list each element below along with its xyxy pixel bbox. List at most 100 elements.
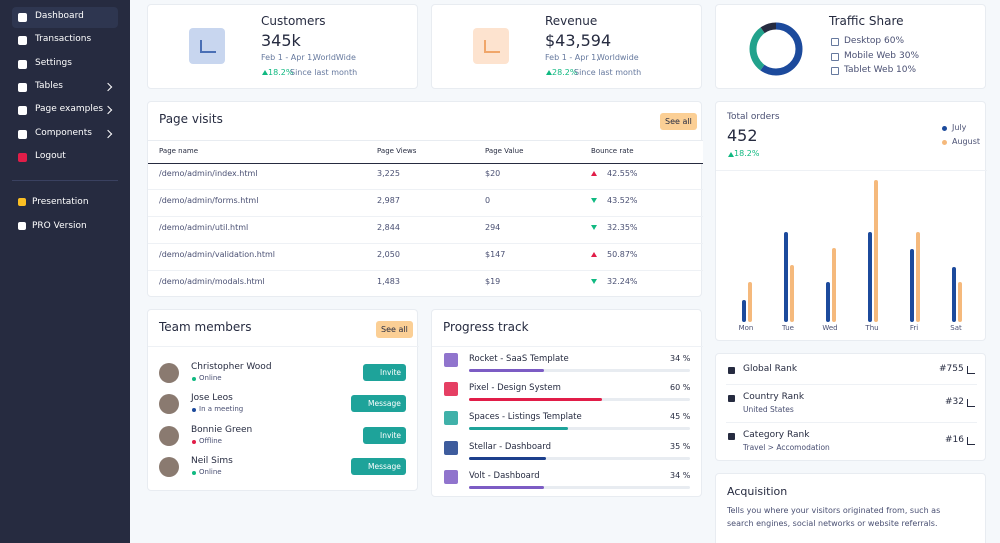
nav-chevron: [103, 129, 113, 138]
member-name: Neil Sims: [191, 455, 233, 466]
rank-sub: Travel > Accomodation: [743, 443, 830, 452]
legend-value: 30%: [899, 50, 920, 61]
row-divider: [148, 243, 703, 244]
customers-card: Customers 345k Feb 1 - Apr 1, WorldWide 18.2…: [147, 4, 418, 89]
member-name: Christopher Wood: [191, 362, 272, 372]
status-dot: [192, 439, 196, 444]
nav-item[interactable]: Settings: [35, 57, 72, 68]
legend-name: Desktop: [844, 36, 882, 46]
member-status: Online: [199, 374, 222, 382]
rank-sub: United States: [743, 405, 794, 414]
bar: [826, 282, 830, 322]
donut: [749, 22, 803, 76]
divider: [12, 180, 118, 181]
traffic-card: Traffic Share Desktop 60% Mobile Web 30% Tabl…: [715, 4, 986, 89]
nav-item[interactable]: Transactions: [35, 34, 92, 45]
card-title: Total orders: [727, 112, 780, 122]
bar: [748, 282, 752, 322]
stat-value: 345k: [261, 31, 301, 50]
action-button[interactable]: Message: [351, 395, 406, 413]
project-percent: 45 %: [670, 412, 691, 422]
project-name: Pixel - Design System: [469, 383, 561, 394]
orders-card: Total orders 452 18.2% July August Mon Tue Wed T…: [715, 101, 987, 341]
progress-fill: [469, 398, 602, 402]
legend-name: Mobile Web: [844, 50, 897, 61]
nav-icon: [18, 221, 26, 230]
table-cell: 294: [485, 223, 501, 232]
x-tick-label: Wed: [822, 324, 837, 332]
table-cell: /demo/admin/validation.html: [159, 250, 275, 259]
trend-arrow: [262, 70, 268, 75]
nav-item[interactable]: Presentation: [32, 197, 89, 207]
project-icon: [444, 353, 458, 367]
action-button[interactable]: Message: [351, 457, 406, 475]
card-title: Acquisition: [727, 485, 788, 498]
nav-icon: [18, 129, 27, 139]
rank-value: #16: [945, 435, 964, 445]
avatar: [159, 425, 179, 446]
nav-icon: [18, 13, 27, 22]
nav-icon: [18, 152, 27, 162]
divider: [148, 346, 419, 347]
table-cell: /demo/admin/util.html: [159, 223, 249, 232]
x-tick-label: Thu: [864, 324, 878, 332]
bar-chart: Mon Tue Wed Thu Fri Sat: [739, 180, 962, 332]
stat-title: Revenue: [545, 14, 598, 28]
acquisition-card: Acquisition Tells you where your visitors…: [715, 473, 986, 543]
column-header: Bounce rate: [591, 147, 634, 155]
nav-item[interactable]: Page examples: [35, 104, 104, 115]
trend-arrow: [591, 198, 597, 203]
progress-card: Progress track Rocket - SaaS Template 34 %…: [431, 309, 703, 497]
table-cell: 3,225: [377, 169, 400, 178]
x-tick-label: Mon: [739, 324, 754, 332]
bar: [832, 248, 836, 322]
trend-arrow: [728, 152, 734, 157]
action-button[interactable]: Invite: [363, 426, 407, 444]
see-all-button[interactable]: See all: [376, 321, 413, 338]
column-header: Page Views: [377, 147, 417, 155]
nav-chevron: [103, 82, 113, 92]
table-cell: 50.87%: [607, 250, 638, 259]
stat-period: Feb 1 - Apr 1,: [261, 53, 315, 62]
donut-segment: [749, 22, 803, 76]
nav-icon: [18, 82, 27, 92]
rank-chart-icon: [967, 366, 975, 374]
project-percent: 35 %: [670, 441, 691, 451]
table-header-bg: [148, 140, 703, 164]
stat-region: Worldwide: [597, 53, 639, 62]
avatar: [159, 394, 179, 415]
nav-item[interactable]: Dashboard: [35, 11, 84, 21]
trend-arrow: [591, 279, 597, 284]
nav-item[interactable]: Tables: [35, 80, 63, 91]
progress-track: [469, 456, 690, 460]
row-divider: [148, 270, 703, 271]
card-title: Traffic Share: [829, 14, 904, 28]
nav-icon: [18, 106, 27, 116]
nav-icon: [18, 59, 27, 69]
nav-item[interactable]: Logout: [35, 150, 66, 161]
bar: [868, 232, 872, 322]
stat-region: WorldWide: [313, 53, 356, 62]
trend-arrow: [546, 70, 552, 75]
legend-label: July: [952, 123, 967, 132]
table-cell: /demo/admin/forms.html: [159, 196, 259, 205]
bar: [916, 232, 920, 322]
stat-title: Customers: [261, 14, 326, 28]
project-icon: [444, 440, 458, 455]
rank-label: Global Rank: [743, 364, 798, 374]
table-cell: 2,050: [377, 250, 400, 259]
action-button[interactable]: Invite: [363, 364, 407, 381]
legend-icon: [831, 67, 839, 75]
see-all-button[interactable]: See all: [660, 113, 697, 130]
nav-item[interactable]: PRO Version: [32, 220, 87, 231]
acquisition-text: Tells you where your visitors originated…: [727, 506, 941, 528]
card-title: Page visits: [159, 112, 223, 126]
table-cell: 0: [485, 196, 491, 205]
divider: [726, 422, 977, 423]
card-title: Progress track: [443, 320, 529, 334]
nav-item[interactable]: Components: [35, 127, 92, 138]
x-tick-label: Sat: [950, 324, 962, 332]
legend-dot: [942, 126, 947, 131]
bar: [952, 267, 956, 322]
